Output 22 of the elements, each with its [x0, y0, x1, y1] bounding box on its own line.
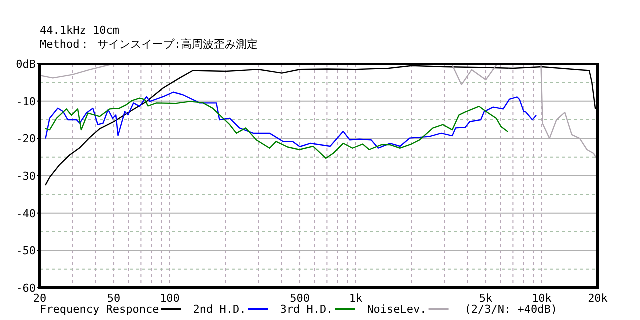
x-tick-label: 20	[33, 292, 47, 305]
legend-label: NoiseLev.	[367, 303, 427, 316]
x-tick-label: 5k	[479, 292, 494, 305]
legend-label: 2nd H.D.	[193, 303, 246, 316]
y-tick-label: -30	[16, 170, 36, 183]
y-tick-label: 0dB	[16, 58, 36, 71]
x-tick-label: 10k	[532, 292, 552, 305]
x-tick-label: 1k	[349, 292, 364, 305]
x-tick-label: 100	[160, 292, 180, 305]
y-tick-label: -10	[16, 95, 36, 108]
text: (2/3/N: +40dB)	[464, 303, 558, 316]
legend-label: 3rd H.D.	[280, 303, 334, 316]
x-tick-label: 50	[107, 292, 121, 305]
chart-subtitle: 44.1kHz 10cm	[40, 24, 120, 37]
x-tick-label: 20k	[588, 292, 608, 305]
y-tick-label: -60	[16, 282, 36, 295]
y-tick-label: -50	[16, 244, 36, 258]
y-tick-label: -20	[16, 132, 36, 146]
legend-label: Frequency Responce	[40, 303, 160, 316]
x-tick-label: 500	[290, 292, 310, 305]
y-tick-label: -40	[16, 207, 36, 220]
text: Method： サインスイープ:高周波歪み測定	[40, 38, 258, 51]
